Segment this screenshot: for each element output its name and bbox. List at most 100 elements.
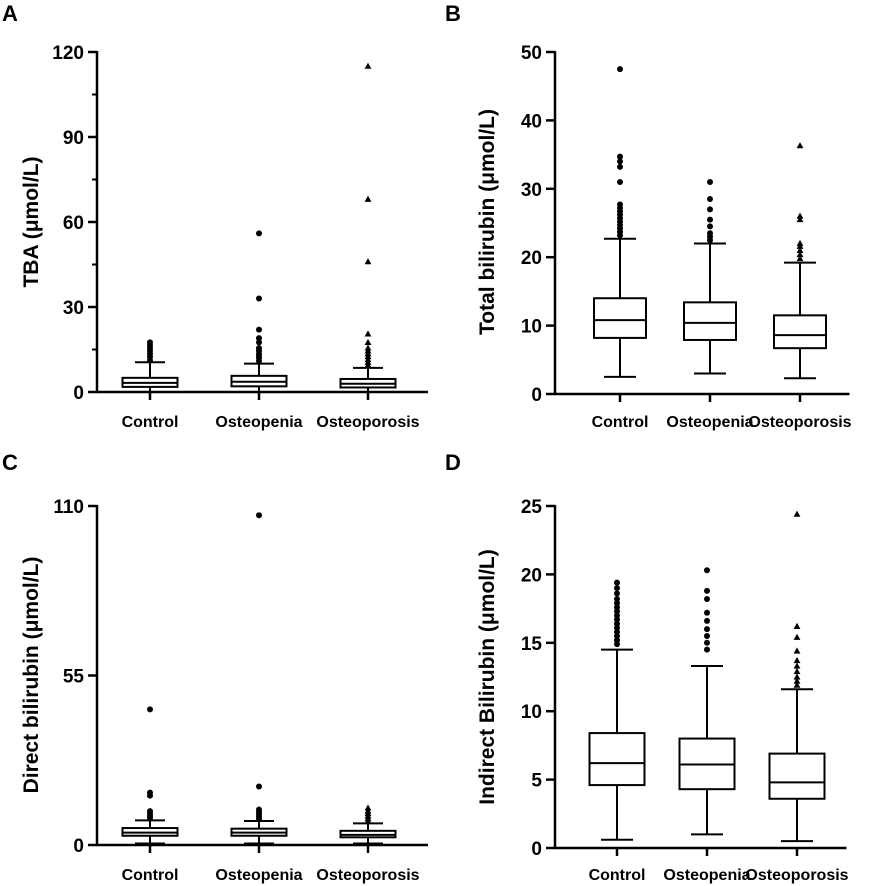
outlier-point	[793, 622, 801, 629]
y-tick-label: 25	[521, 497, 543, 518]
y-tick-label: 20	[521, 248, 542, 269]
outlier-point	[614, 579, 620, 586]
outlier-point	[793, 667, 801, 675]
x-tick-label: Osteoporosis	[745, 867, 848, 884]
panel-letter-a: A	[2, 1, 18, 26]
x-tick-label: Control	[592, 414, 649, 431]
outlier-point	[256, 783, 262, 790]
box-iqr	[588, 732, 646, 787]
outlier-point	[614, 600, 620, 607]
panel-a: A TBA (μmol/L) 0 30 60 90 120 Control Osteopen…	[2, 1, 428, 431]
outlier-point	[704, 646, 710, 653]
box-iqr	[593, 297, 647, 339]
outlier-point	[793, 677, 801, 684]
outlier-point	[793, 656, 801, 664]
panel-letter-b: B	[445, 1, 461, 26]
outlier-point	[793, 681, 801, 688]
outlier-point	[793, 633, 801, 640]
outlier-point	[364, 330, 372, 337]
outlier-point	[704, 626, 710, 633]
y-tick-label: 0	[73, 836, 84, 857]
y-tick-label: 20	[521, 565, 542, 586]
outlier-point	[364, 338, 372, 346]
outlier-point	[704, 617, 710, 624]
outlier-point	[256, 339, 262, 346]
outlier-point	[614, 585, 620, 592]
panel-letter-c: C	[2, 450, 18, 475]
outlier-point	[614, 604, 620, 611]
box-group-osteopenia	[683, 178, 737, 375]
box-group-osteopenia	[678, 567, 736, 836]
x-tick-label: Control	[122, 867, 179, 884]
box-group-osteoporosis	[339, 62, 397, 393]
box-group-osteoporosis	[768, 510, 826, 843]
outlier-point	[707, 196, 713, 203]
outlier-point	[617, 66, 623, 73]
outlier-point	[793, 647, 801, 654]
outlier-point	[256, 335, 262, 342]
box-group-control	[121, 339, 179, 393]
y-tick-label: 10	[521, 317, 542, 338]
y-tick-label: 0	[531, 839, 542, 860]
panel-d: D Indirect Bilirubin (μmol/L) 0 5 10 15 20 25…	[445, 450, 849, 884]
x-tick-label: Osteopenia	[663, 867, 750, 884]
outlier-point	[704, 567, 710, 574]
outlier-point	[614, 620, 620, 627]
outlier-point	[256, 295, 262, 302]
outlier-point	[704, 632, 710, 639]
outlier-point	[614, 608, 620, 615]
x-tick-label: Osteopenia	[215, 867, 302, 884]
outlier-point	[707, 206, 713, 213]
outlier-point	[364, 258, 372, 265]
x-tick-label: Osteopenia	[215, 414, 302, 431]
outlier-point	[364, 62, 372, 69]
y-tick-label: 5	[531, 771, 542, 792]
outlier-point	[793, 510, 801, 517]
box-group-osteopenia	[230, 512, 288, 845]
x-tick-label: Osteoporosis	[748, 414, 851, 431]
panel-c: C Direct bilirubin (μmol/L) 0 55 110 Contro…	[2, 450, 428, 884]
y-tick-label: 30	[521, 180, 542, 201]
box-iqr	[683, 301, 737, 341]
outlier-point	[707, 223, 713, 230]
outlier-point	[796, 142, 804, 149]
x-tick-label: Osteoporosis	[316, 867, 419, 884]
outlier-point	[704, 596, 710, 603]
box-group-control	[593, 66, 647, 378]
x-tick-label: Control	[122, 414, 179, 431]
outlier-point	[614, 590, 620, 597]
x-tick-label: Osteoporosis	[316, 414, 419, 431]
panel-b: B Total bilirubin (μmol/L) 0 10 20 30 40 50 Co…	[445, 1, 852, 431]
outlier-point	[793, 673, 801, 680]
outlier-point	[614, 612, 620, 619]
y-axis-title-d: Indirect Bilirubin (μmol/L)	[476, 549, 499, 805]
panel-letter-d: D	[445, 450, 461, 475]
y-tick-label: 10	[521, 702, 542, 723]
y-tick-label: 40	[521, 111, 542, 132]
box-group-osteopenia	[230, 230, 288, 393]
outlier-point	[617, 163, 623, 170]
outlier-point	[796, 250, 804, 258]
outlier-point	[617, 158, 623, 165]
y-tick-label: 55	[63, 667, 85, 688]
outlier-point	[364, 195, 372, 202]
y-axis-title-c: Direct bilirubin (μmol/L)	[20, 557, 43, 794]
outlier-point	[617, 178, 623, 185]
outlier-point	[256, 806, 262, 813]
outlier-point	[704, 639, 710, 646]
outlier-point	[614, 596, 620, 603]
y-tick-label: 90	[63, 128, 84, 149]
outlier-point	[256, 512, 262, 519]
y-tick-label: 120	[52, 43, 84, 64]
outlier-point	[704, 587, 710, 594]
outlier-point	[147, 339, 153, 346]
outlier-point	[256, 230, 262, 237]
box-group-osteoporosis	[339, 804, 397, 845]
outlier-point	[614, 624, 620, 631]
y-axis-title-a: TBA (μmol/L)	[20, 156, 43, 287]
box-group-control	[121, 706, 179, 845]
y-tick-label: 110	[53, 497, 84, 518]
y-tick-label: 60	[63, 213, 84, 234]
outlier-point	[707, 216, 713, 223]
outlier-point	[796, 212, 804, 219]
